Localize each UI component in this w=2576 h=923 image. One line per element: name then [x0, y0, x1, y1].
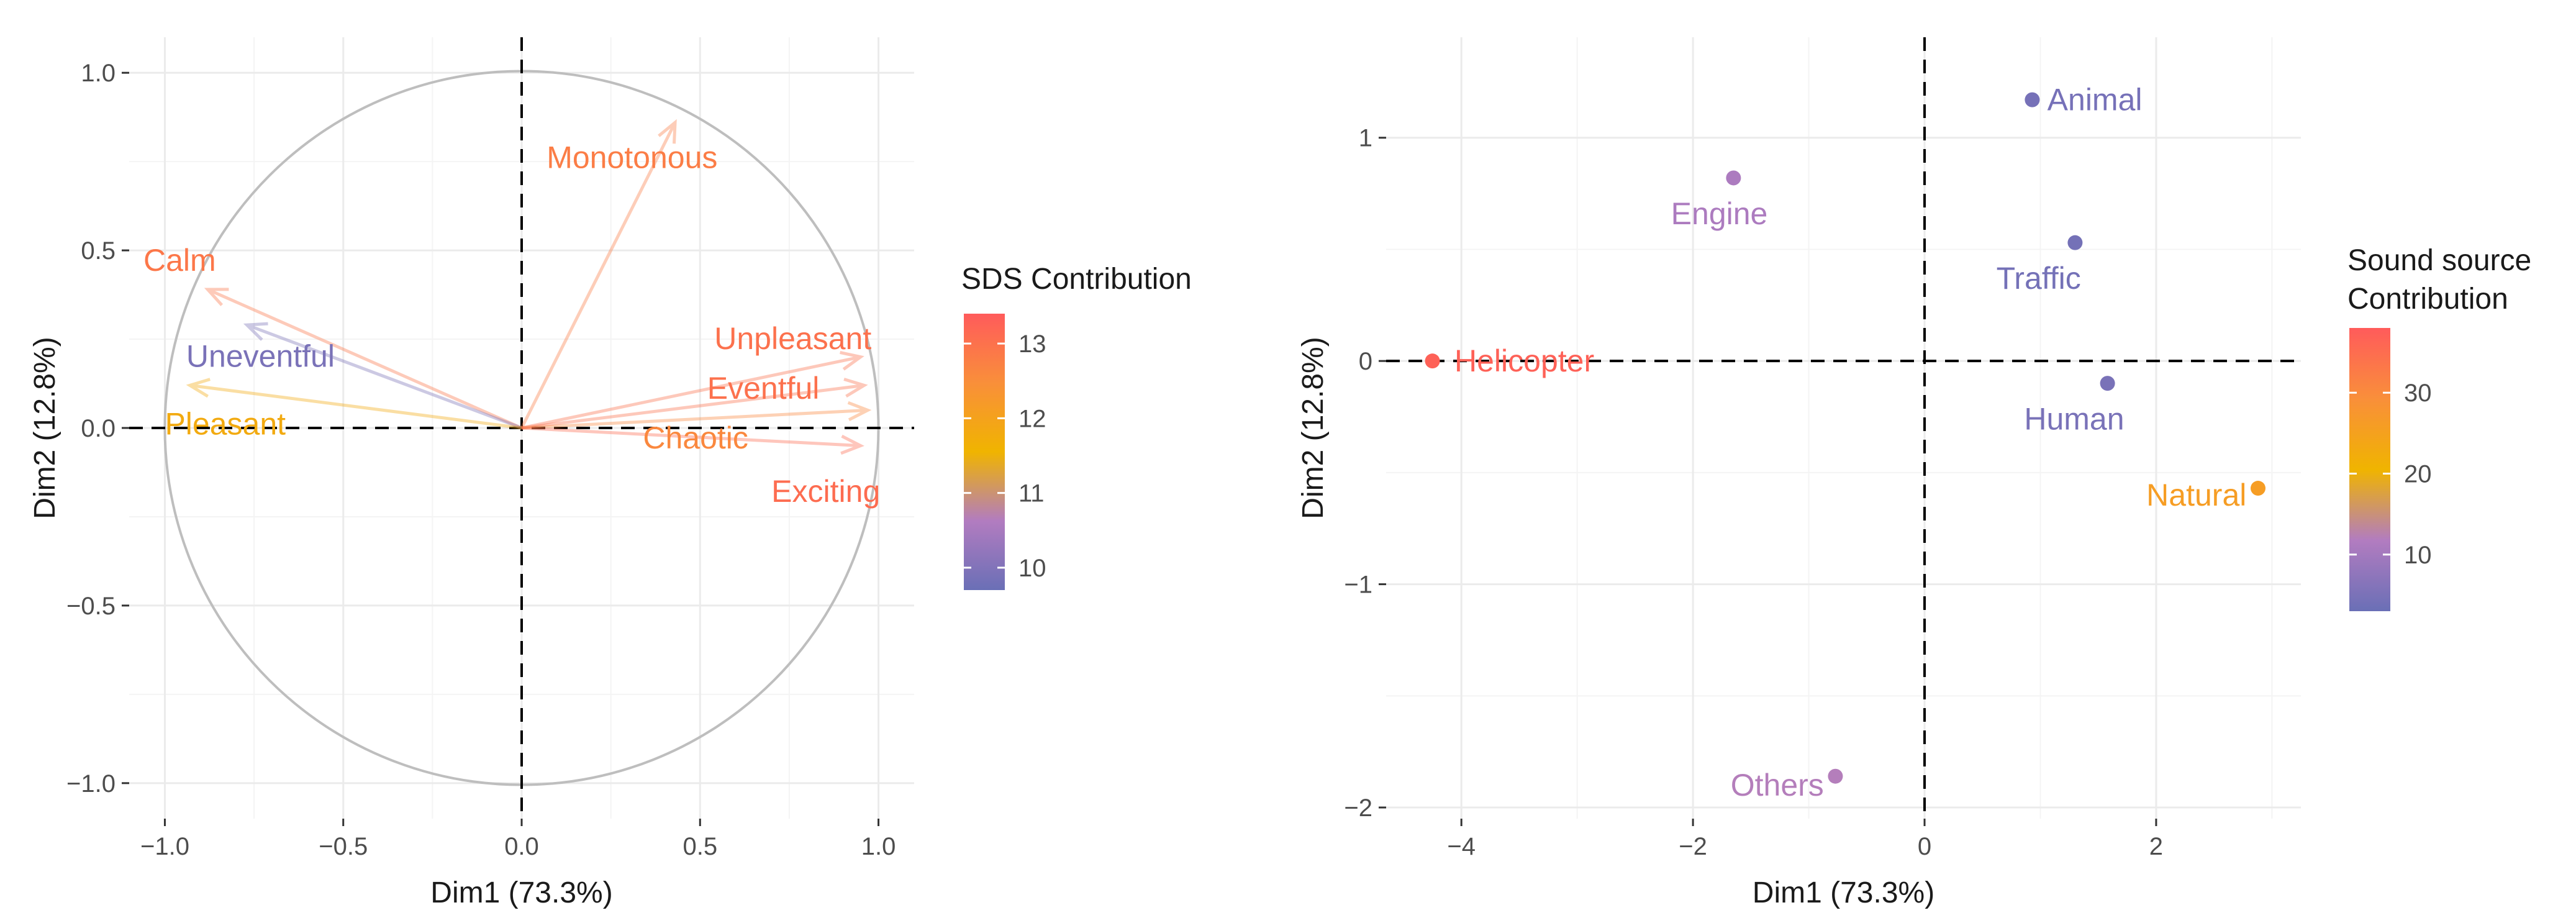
plot2-legend-title-line2: Contribution [2347, 283, 2508, 316]
legend-tick-label: 10 [2404, 542, 2432, 569]
y-tick-label: −2 [1344, 794, 1372, 822]
point-animal [2025, 92, 2040, 107]
point-human [2100, 376, 2115, 391]
label-uneventful: Uneventful [186, 339, 335, 374]
y-tick-label: 0.5 [81, 237, 116, 265]
label-human: Human [2024, 402, 2124, 437]
sound-source-plot: Animal Engine Traffic Helicopter Human Natura… [1297, 37, 2531, 909]
arrow-uneventful [243, 322, 522, 430]
plot1-legend-title: SDS Contribution [961, 263, 1192, 296]
y-tick-label: −0.5 [66, 593, 116, 620]
variable-arrows [186, 119, 872, 455]
y-tick-label: 1.0 [81, 60, 116, 87]
label-engine: Engine [1671, 196, 1768, 231]
plot2-legend: Sound source Contribution 10 20 30 [2347, 244, 2531, 611]
point-traffic [2067, 235, 2083, 250]
plot1-legend: SDS Contribution 10 11 12 13 [961, 263, 1192, 590]
correlation-circle-plot: Monotonous Calm Uneventful Pleasant Unpleasa… [29, 37, 1192, 909]
legend-tick-label: 10 [1018, 555, 1046, 582]
label-monotonous: Monotonous [546, 140, 717, 175]
x-tick-label: −2 [1679, 833, 1707, 860]
arrow-pleasant [186, 378, 522, 430]
plot2-grid [1386, 37, 2301, 819]
label-pleasant: Pleasant [165, 406, 286, 441]
plot1-axes: −1.0 −0.5 0.0 0.5 1.0 −1.0 −0.5 0.0 0.5 1.0 [66, 60, 896, 860]
legend-tick-label: 13 [1018, 330, 1046, 358]
legend-tick-label: 11 [1018, 480, 1045, 507]
arrow-eventful [521, 378, 868, 430]
plot2-legend-colorbar [2349, 328, 2390, 611]
plot1-x-axis-title: Dim1 (73.3%) [430, 876, 612, 909]
y-tick-label: 0.0 [81, 415, 116, 442]
legend-tick-label: 12 [1018, 405, 1046, 432]
label-animal: Animal [2048, 83, 2143, 117]
x-tick-label: −0.5 [319, 833, 368, 860]
x-tick-label: 0.5 [683, 833, 717, 860]
y-tick-label: −1.0 [66, 770, 116, 798]
plot2-x-axis-title: Dim1 (73.3%) [1753, 876, 1934, 909]
y-tick-label: 0 [1359, 348, 1372, 375]
legend-tick-label: 20 [2404, 461, 2432, 488]
plot1-legend-ticks: 10 11 12 13 [964, 330, 1046, 582]
label-unpleasant: Unpleasant [714, 321, 871, 356]
point-others [1828, 768, 1843, 784]
plot1-legend-colorbar [964, 314, 1005, 590]
point-engine [1726, 170, 1741, 186]
arrow-unpleasant [521, 350, 864, 430]
sound-source-labels: Animal Engine Traffic Helicopter Human Natura… [1454, 83, 2246, 803]
arrow-chaotic [521, 401, 872, 430]
x-tick-label: 1.0 [861, 833, 896, 860]
sound-source-points [1425, 92, 2266, 784]
label-traffic: Traffic [1997, 261, 2081, 296]
legend-tick-label: 30 [2404, 380, 2432, 407]
label-natural: Natural [2146, 478, 2246, 512]
label-exciting: Exciting [771, 474, 880, 509]
plot2-axes: −4 −2 0 2 −2 −1 0 1 [1344, 125, 2163, 860]
y-tick-label: 1 [1359, 125, 1372, 152]
x-tick-label: −1.0 [140, 833, 189, 860]
arrow-calm [204, 288, 523, 430]
label-others: Others [1731, 768, 1824, 803]
label-helicopter: Helicopter [1454, 343, 1594, 378]
x-tick-label: 0 [1918, 833, 1931, 860]
point-natural [2251, 481, 2266, 496]
label-calm: Calm [143, 243, 216, 278]
y-tick-label: −1 [1344, 571, 1372, 599]
x-tick-label: 2 [2149, 833, 2163, 860]
arrow-monotonous [520, 119, 677, 429]
x-tick-label: 0.0 [504, 833, 539, 860]
point-helicopter [1425, 353, 1440, 369]
x-tick-label: −4 [1447, 833, 1476, 860]
plot2-legend-ticks: 10 20 30 [2349, 380, 2432, 569]
label-eventful: Eventful [707, 371, 820, 406]
label-chaotic: Chaotic [643, 421, 748, 455]
variable-labels: Monotonous Calm Uneventful Pleasant Unpleasa… [143, 140, 880, 509]
plot1-y-axis-title: Dim2 (12.8%) [29, 337, 61, 519]
plot2-legend-title-line1: Sound source [2347, 244, 2531, 277]
arrow-exciting [521, 426, 864, 455]
plot2-y-axis-title: Dim2 (12.8%) [1297, 337, 1330, 519]
